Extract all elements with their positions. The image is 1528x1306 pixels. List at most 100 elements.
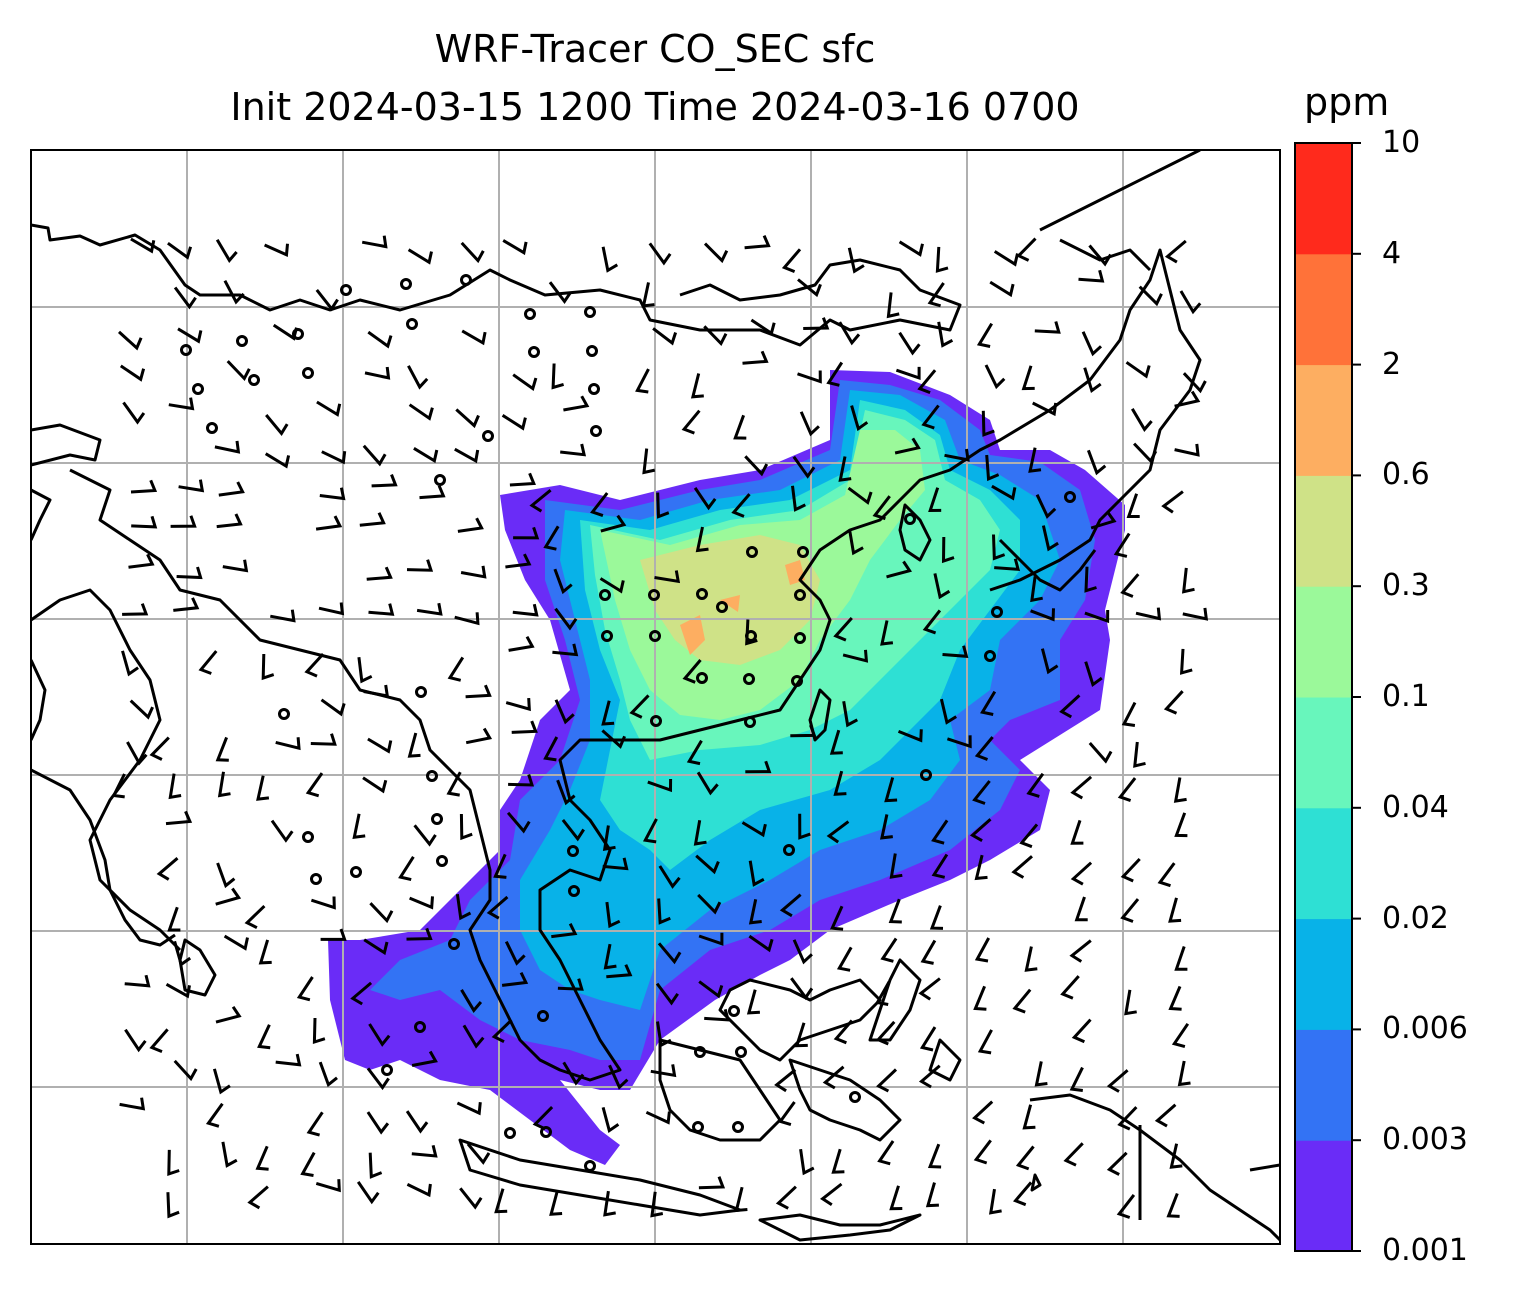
wind-barb — [842, 701, 859, 728]
calm-wind-circle — [599, 589, 611, 601]
wind-barb — [357, 657, 373, 684]
wind-barb — [972, 780, 991, 805]
wind-barb — [407, 732, 421, 758]
calm-wind-circle — [849, 1091, 861, 1103]
wind-barb — [359, 512, 386, 527]
wind-barb — [1070, 775, 1093, 800]
wind-barb — [166, 1192, 180, 1219]
wind-barb — [561, 818, 585, 842]
colorbar-segment — [1295, 1029, 1352, 1141]
wind-barb — [847, 486, 873, 505]
wind-barb — [1059, 694, 1081, 719]
wind-barb — [272, 323, 298, 341]
wind-barb — [198, 650, 218, 675]
calm-wind-circle — [590, 425, 602, 437]
calm-wind-circle — [537, 1010, 549, 1022]
map-content — [31, 150, 1280, 1244]
wind-barb — [371, 474, 398, 488]
wind-barb — [991, 484, 1017, 501]
wind-barb — [456, 1101, 482, 1116]
wind-barb — [976, 322, 993, 348]
wind-barb — [658, 865, 681, 889]
calm-wind-circle — [567, 845, 579, 857]
colorbar-segment — [1295, 807, 1352, 920]
wind-barb — [897, 729, 923, 743]
wind-barb — [822, 1065, 845, 1090]
wind-barb — [457, 517, 484, 533]
wind-barb — [698, 932, 724, 946]
calm-wind-circle — [381, 1064, 393, 1076]
wind-barb — [918, 1064, 941, 1089]
wind-barb — [748, 898, 762, 925]
calm-wind-circle — [524, 308, 536, 320]
wind-barb — [933, 573, 951, 600]
wind-barb — [833, 1019, 854, 1045]
wind-barb — [406, 927, 433, 941]
wind-barb — [927, 1143, 942, 1169]
wind-barb — [803, 317, 830, 330]
wind-barb — [465, 727, 493, 745]
wind-barb — [704, 1008, 731, 1022]
wind-barb — [165, 810, 193, 826]
wind-barb — [657, 898, 671, 925]
wind-barb — [681, 409, 701, 435]
wind-barb — [419, 485, 446, 500]
wind-barb — [777, 1101, 796, 1127]
wind-barb — [790, 977, 814, 1001]
wind-barb — [895, 366, 921, 380]
wind-barb — [850, 405, 869, 432]
wind-barb — [744, 235, 771, 250]
wind-barb — [1161, 490, 1184, 514]
wind-barb — [884, 777, 898, 803]
wind-barb — [826, 361, 844, 387]
wind-barb — [310, 733, 337, 746]
wind-barb — [1035, 494, 1057, 519]
coastlines — [31, 150, 1280, 1242]
wind-barb — [553, 568, 573, 595]
wind-barb — [1120, 898, 1140, 923]
wind-barb — [888, 898, 902, 924]
wind-barb — [1182, 607, 1209, 621]
colorbar-tick-label: 0.006 — [1382, 1011, 1468, 1047]
wind-barb — [222, 559, 249, 573]
wind-barb — [647, 778, 673, 793]
calm-wind-circle — [436, 855, 448, 867]
wind-barb — [779, 893, 802, 918]
wind-barb — [223, 279, 245, 305]
calm-wind-circle — [648, 589, 660, 601]
wind-barb — [698, 980, 724, 999]
wind-barb — [315, 288, 339, 312]
wind-barb — [217, 771, 231, 798]
wind-barb — [831, 1148, 845, 1174]
wind-barb — [794, 1022, 808, 1048]
calm-wind-circle — [236, 335, 248, 347]
wind-barb — [797, 370, 822, 384]
wind-barb — [974, 937, 991, 963]
wind-barb — [981, 410, 995, 437]
wind-barb — [921, 404, 940, 430]
wind-barb — [509, 472, 536, 487]
wind-barb — [1181, 567, 1195, 594]
wind-barb — [462, 1024, 485, 1049]
wind-barb — [645, 1110, 671, 1125]
colorbar-tick-label: 0.001 — [1382, 1233, 1468, 1268]
wind-barb — [698, 1176, 726, 1190]
wind-barb — [1081, 331, 1103, 357]
wind-barb — [491, 1019, 513, 1044]
wind-barb — [264, 452, 291, 469]
wind-barb — [122, 603, 149, 616]
wind-barb — [799, 1148, 815, 1176]
calm-wind-circle — [434, 474, 446, 486]
wind-barb — [894, 437, 921, 455]
wind-barb — [980, 690, 997, 716]
wind-barb — [532, 1106, 554, 1131]
wind-barb — [703, 242, 729, 264]
wind-barb — [131, 515, 158, 529]
wind-barb — [244, 905, 266, 930]
wind-barb — [366, 566, 393, 581]
wind-barb — [695, 526, 709, 553]
wind-barb — [798, 813, 811, 840]
wind-barb — [226, 360, 251, 382]
wind-barb — [1131, 408, 1153, 432]
wind-barb — [697, 893, 722, 915]
